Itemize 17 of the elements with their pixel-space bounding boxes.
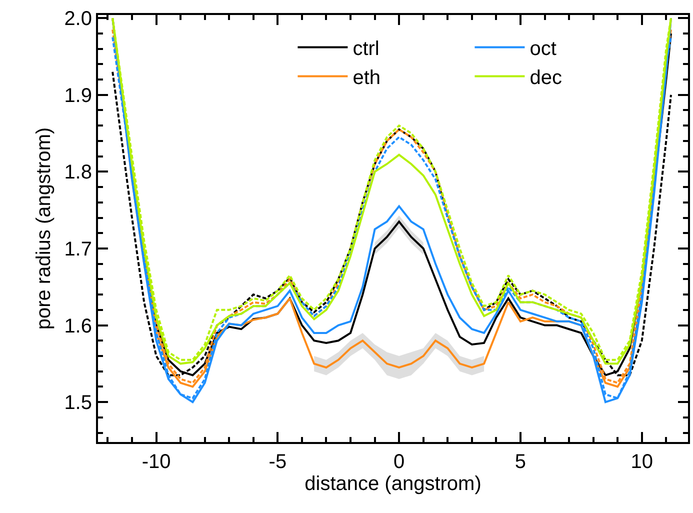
y-tick-label: 1.8 — [64, 162, 92, 184]
legend-label: dec — [530, 67, 562, 90]
x-tick-label: 10 — [630, 451, 653, 473]
x-tick-label: 0 — [394, 451, 405, 473]
legend-label: ctrl — [352, 38, 380, 60]
x-tick-label: -10 — [142, 451, 171, 473]
y-tick-label: 1.9 — [64, 84, 92, 107]
y-tick-label: 1.6 — [64, 315, 92, 338]
legend-label: oct — [530, 38, 557, 60]
x-tick-label: 5 — [514, 451, 526, 473]
legend-label: eth — [352, 67, 381, 90]
y-tick-label: 2.0 — [64, 8, 92, 30]
x-tick-label: -5 — [268, 451, 287, 473]
y-tick-label: 1.5 — [64, 392, 92, 414]
y-axis-title: pore radius (angstrom) — [33, 127, 56, 330]
y-tick-label: 1.7 — [64, 238, 92, 260]
x-axis-title: distance (angstrom) — [304, 473, 482, 495]
